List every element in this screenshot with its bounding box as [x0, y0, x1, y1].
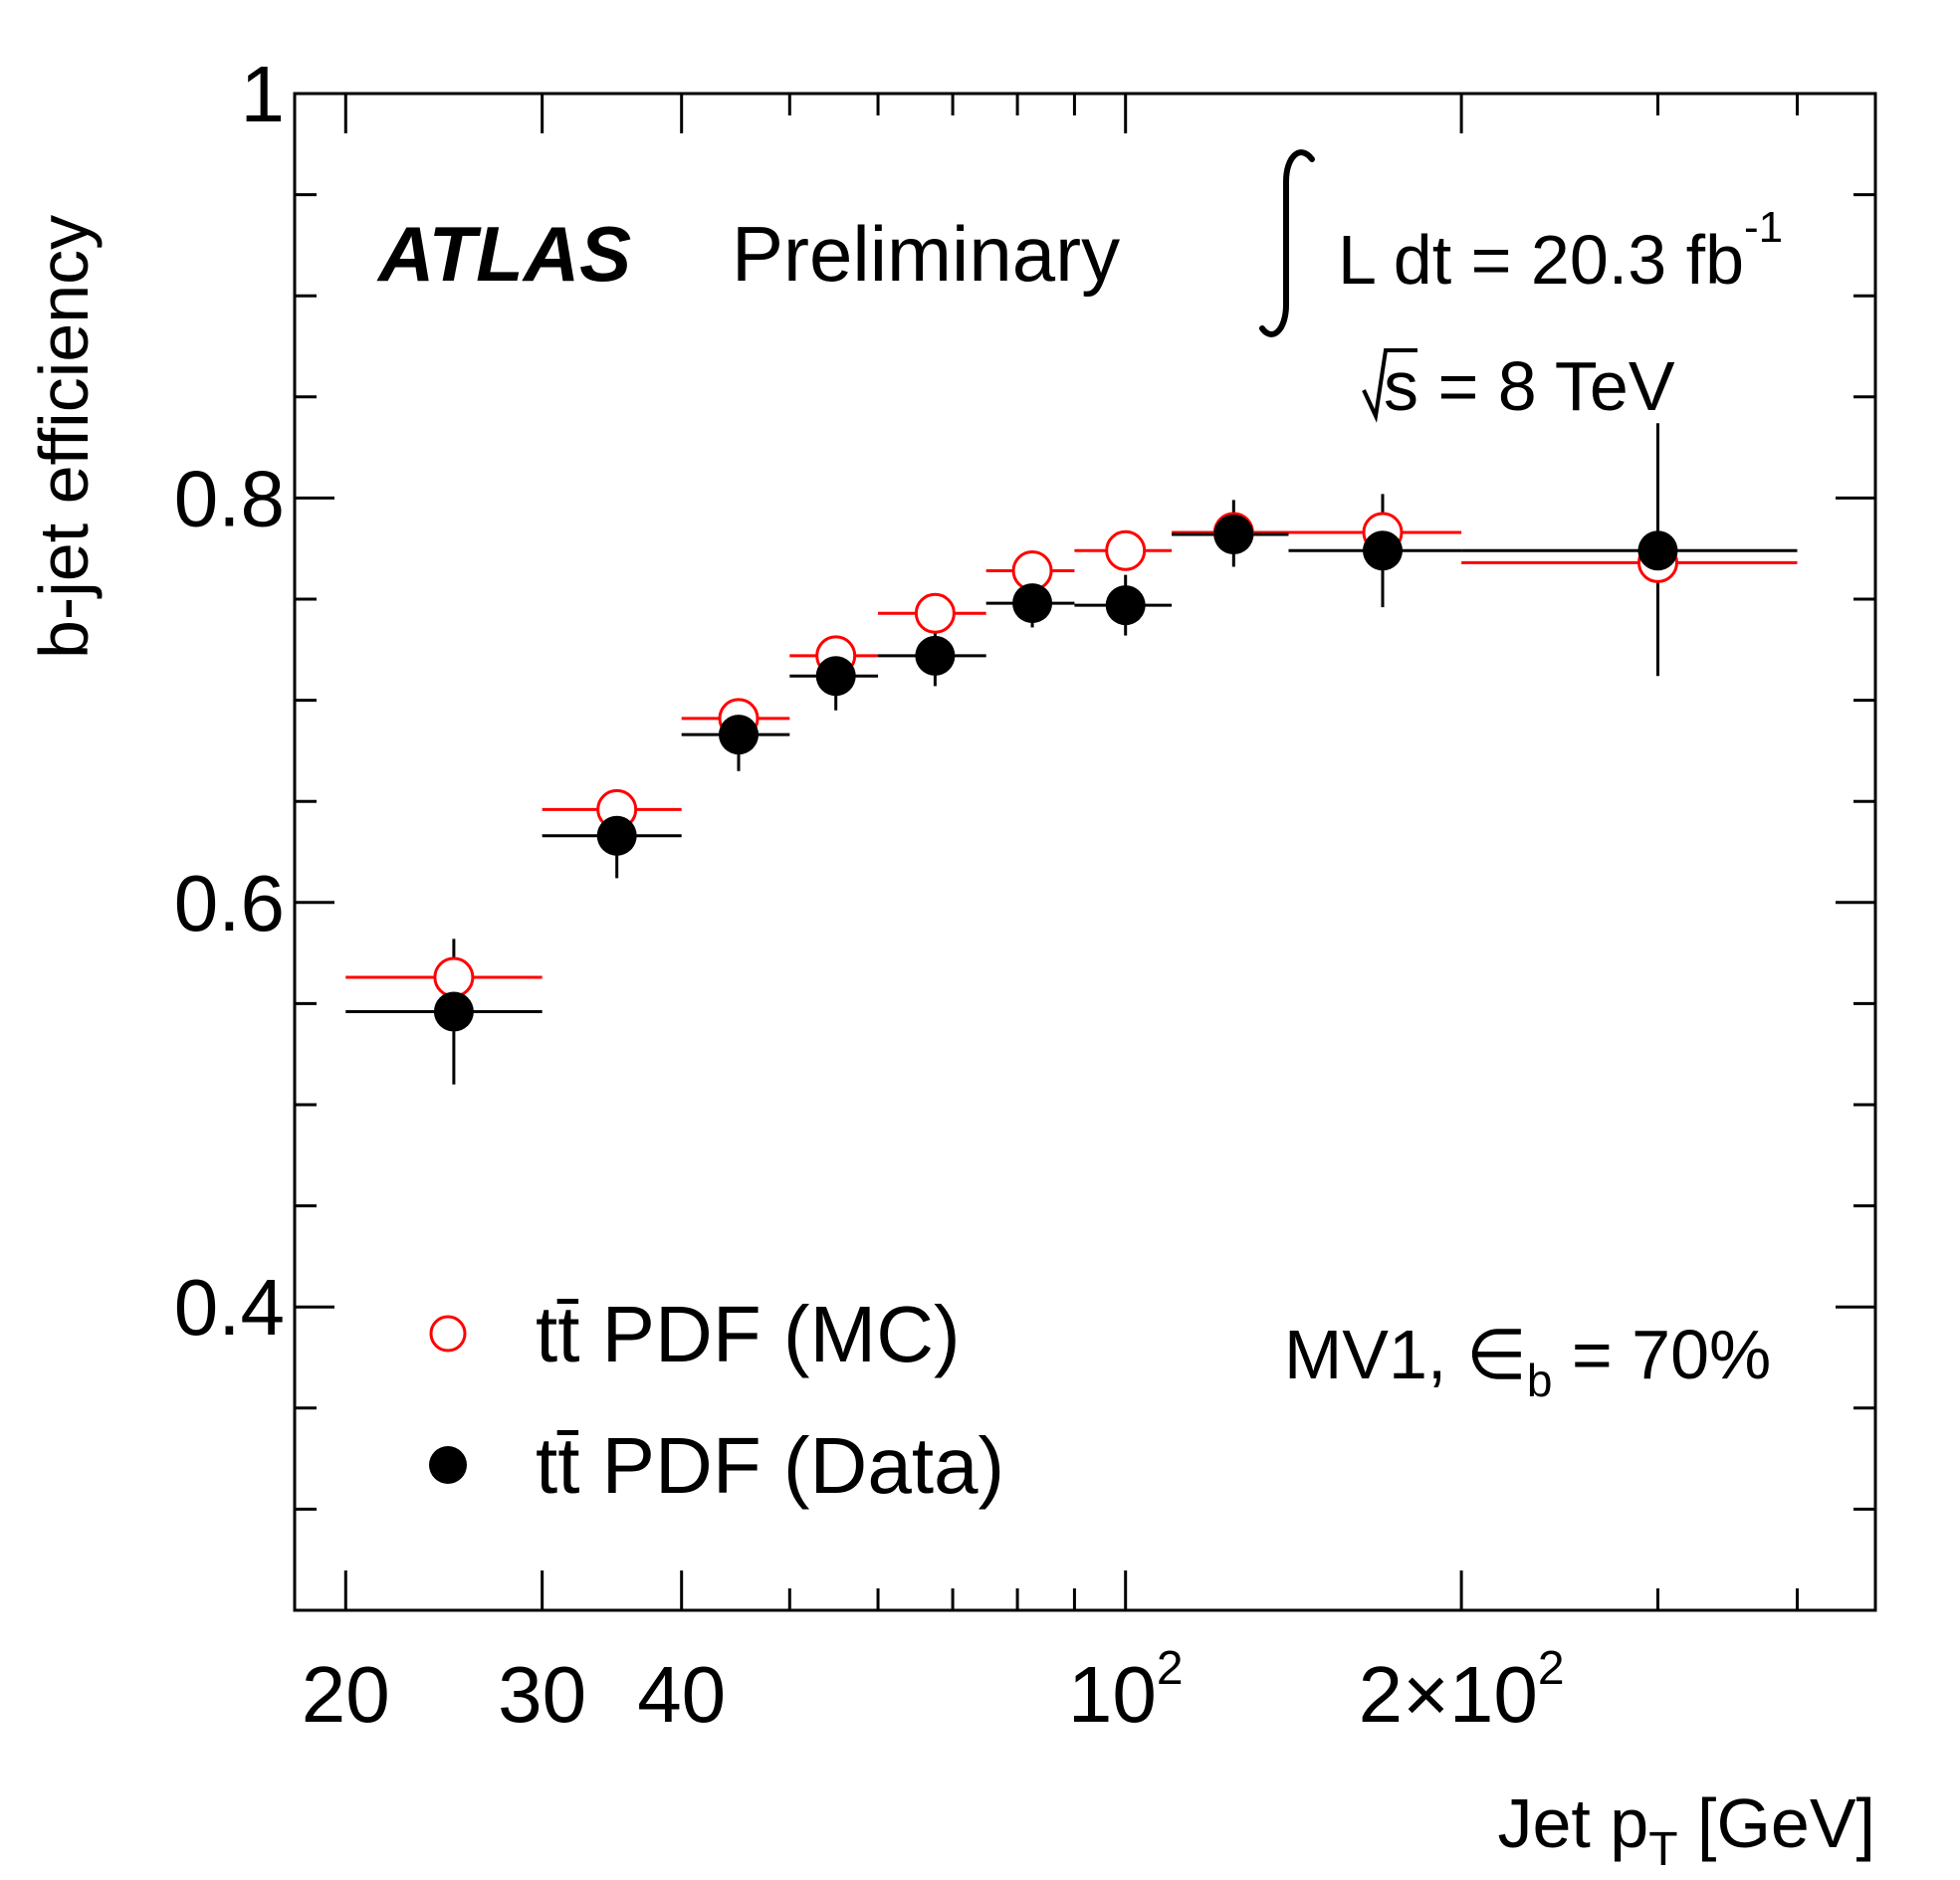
mc-point	[433, 956, 475, 998]
y-tick-label: 1	[241, 50, 286, 138]
legend-label-data: tt̄ PDF (Data)	[536, 1421, 1004, 1510]
atlas-label: ATLAS	[376, 210, 631, 298]
legend-label-mc: tt̄ PDF (MC)	[536, 1290, 961, 1378]
data-point	[596, 815, 637, 856]
plot-frame	[293, 92, 1877, 1612]
error-bars	[345, 423, 1798, 1085]
legend-marker-data	[429, 1446, 467, 1484]
data-point	[1637, 530, 1678, 571]
tick-labels: 0.4 0.6 0.8 1 20 30 40 102 2×102	[174, 50, 1565, 1739]
x-tick-label: 30	[498, 1650, 586, 1739]
x-tick-label: 102	[1068, 1642, 1184, 1739]
data-point	[1012, 583, 1053, 624]
x-axis-title: Jet pT [GeV]	[1497, 1784, 1875, 1876]
x-tick-label: 2×102	[1359, 1642, 1565, 1739]
y-tick-label: 0.4	[174, 1263, 285, 1352]
data-point	[815, 656, 856, 697]
data-markers	[433, 512, 1678, 1032]
legend-marker-mc	[429, 1315, 467, 1353]
data-point	[915, 635, 956, 676]
y-axis-title: b-jet efficiency	[25, 215, 103, 659]
energy-label: s = 8 TeV	[1384, 347, 1675, 425]
luminosity-label: L dt = 20.3 fb-1	[1338, 203, 1783, 299]
axis-ticks	[295, 92, 1875, 1612]
data-point	[1213, 514, 1254, 554]
preliminary-label: Preliminary	[732, 210, 1120, 298]
sqrt-sign	[1362, 348, 1417, 423]
mc-point	[1105, 529, 1147, 571]
y-tick-label: 0.8	[174, 454, 285, 542]
mc-point	[914, 592, 956, 634]
data-point	[1362, 530, 1403, 571]
data-point	[1105, 585, 1146, 626]
x-tick-label: 20	[302, 1650, 390, 1739]
integral-sign	[1259, 149, 1315, 337]
data-point	[433, 991, 474, 1032]
legend: tt̄ PDF (MC) tt̄ PDF (Data)	[429, 1290, 1004, 1510]
data-point	[719, 715, 760, 755]
x-tick-label: 40	[637, 1650, 726, 1739]
y-tick-label: 0.6	[174, 859, 285, 947]
tagger-label: MV1, ∈b = 70%	[1284, 1316, 1771, 1406]
